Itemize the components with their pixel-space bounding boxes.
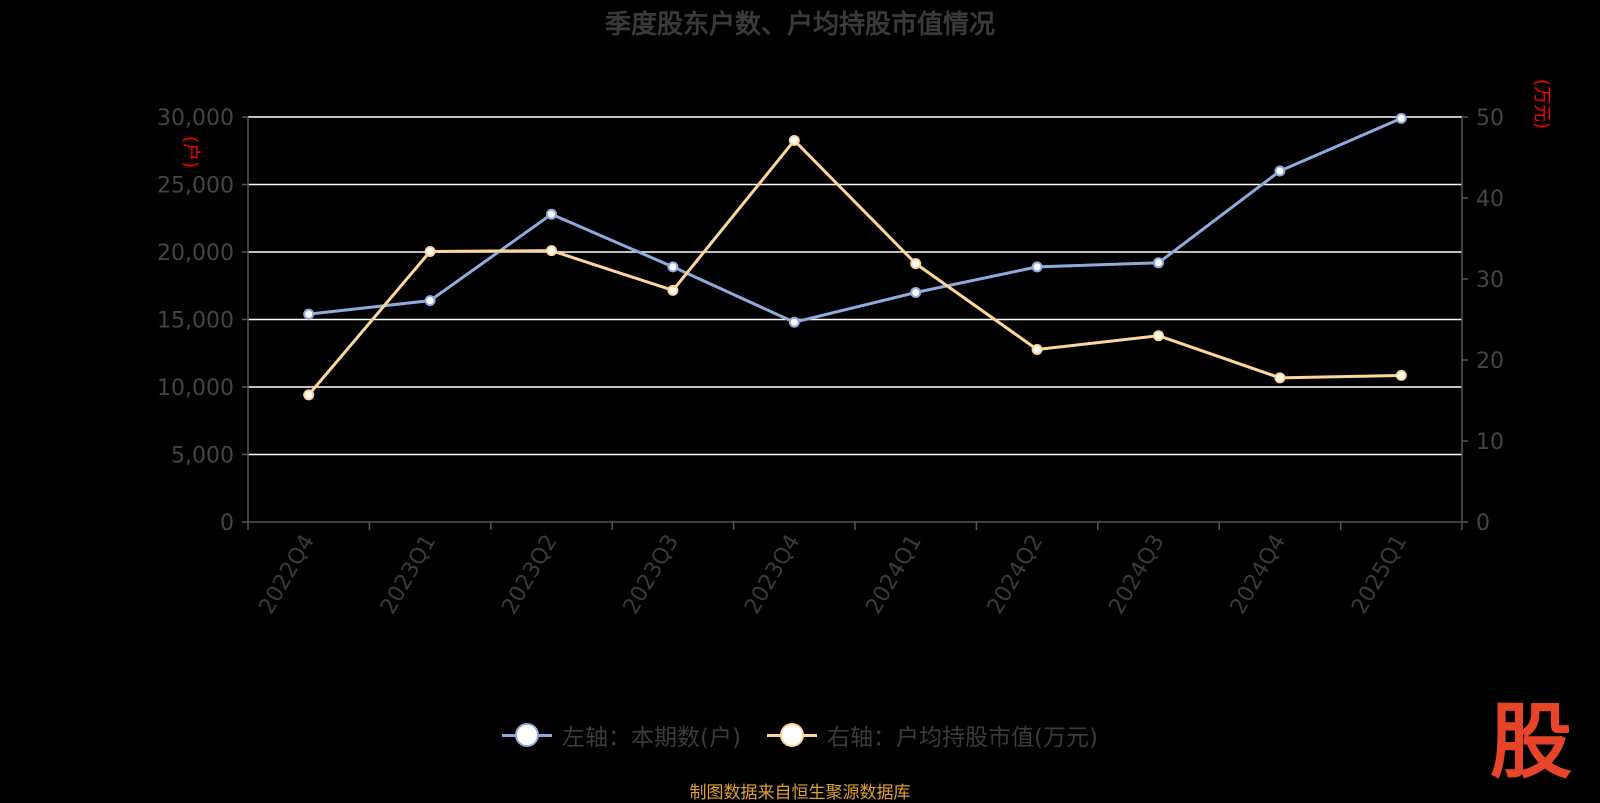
legend-symbol-households (502, 722, 553, 748)
data-point (546, 245, 557, 257)
data-point (1274, 372, 1286, 384)
series (303, 112, 1407, 401)
legend-symbol-market-value (767, 722, 817, 748)
data-point (667, 284, 679, 296)
data-point (1153, 257, 1164, 269)
legend-label-market-value: 右轴：户均持股市值(万元) (827, 725, 1098, 751)
data-point (667, 261, 679, 273)
x-tick-label: 2024Q1 (862, 531, 927, 619)
legend: 左轴：本期数(户) 右轴：户均持股市值(万元) (0, 718, 1600, 752)
x-tick-label: 2023Q2 (497, 531, 562, 619)
y-left-tick-label: 30,000 (157, 106, 234, 131)
x-tick-label: 2024Q2 (983, 531, 1048, 619)
y-right-tick-label: 30 (1476, 268, 1504, 293)
y-left-tick-label: 0 (220, 511, 234, 536)
data-point (424, 245, 436, 257)
source-note: 制图数据来自恒生聚源数据库 (689, 783, 911, 803)
legend-item-market-value[interactable]: 右轴：户均持股市值(万元) (767, 718, 1098, 752)
legend-label-households: 左轴：本期数(户) (562, 725, 741, 751)
y-right-tick-label: 50 (1476, 106, 1504, 131)
x-tick-label: 2023Q3 (619, 531, 684, 619)
data-point (1153, 330, 1164, 342)
data-point (1274, 165, 1286, 177)
axes: 0 5,000 10,000 15,000 20,000 25,000 30,000 0 10 2… (157, 79, 1552, 619)
y-right-tick-label: 20 (1476, 349, 1504, 374)
legend-item-households[interactable]: 左轴：本期数(户) (502, 718, 741, 752)
data-point (910, 287, 922, 298)
y-left-tick-label: 25,000 (157, 174, 234, 199)
data-point (1031, 343, 1043, 355)
data-point (788, 316, 800, 328)
x-tick-label: 2024Q3 (1104, 531, 1169, 619)
series-line (308, 116, 1402, 324)
x-tick-label: 2023Q4 (740, 531, 805, 619)
data-point (424, 295, 436, 307)
logo: 股 (1490, 695, 1573, 790)
y-right-unit-label: (万元) (1531, 79, 1552, 129)
series-households (303, 112, 1407, 328)
y-left-tick-label: 15,000 (157, 309, 234, 334)
data-point (546, 208, 557, 220)
y-right-tick-label: 10 (1476, 430, 1504, 455)
data-point (788, 134, 800, 146)
x-tick-label: 2025Q1 (1347, 531, 1412, 619)
y-right-tick-label: 0 (1476, 511, 1490, 536)
y-left-tick-label: 5,000 (171, 444, 234, 469)
series-line (307, 138, 1402, 396)
data-point (1395, 369, 1407, 381)
x-tick-label: 2022Q4 (255, 531, 320, 619)
chart-title: 季度股东户数、户均持股市值情况 (604, 10, 995, 40)
x-tick-label: 2023Q1 (376, 531, 441, 619)
y-right-tick-label: 40 (1476, 187, 1504, 212)
data-point (303, 389, 315, 401)
data-point (1031, 261, 1043, 273)
series-market-value (303, 134, 1407, 401)
data-point (1395, 112, 1407, 124)
data-point (303, 308, 315, 320)
y-left-unit-label: (户) (180, 136, 201, 168)
y-left-tick-label: 10,000 (157, 376, 234, 401)
y-left-tick-label: 20,000 (157, 241, 234, 266)
data-point (910, 258, 922, 270)
x-tick-label: 2024Q4 (1226, 531, 1291, 619)
